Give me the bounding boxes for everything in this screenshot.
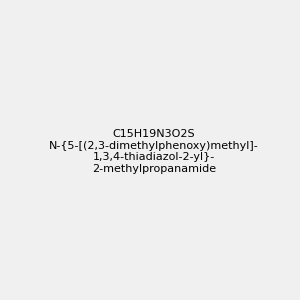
Text: C15H19N3O2S
N-{5-[(2,3-dimethylphenoxy)methyl]-
1,3,4-thiadiazol-2-yl}-
2-methyl: C15H19N3O2S N-{5-[(2,3-dimethylphenoxy)m… (49, 129, 259, 174)
